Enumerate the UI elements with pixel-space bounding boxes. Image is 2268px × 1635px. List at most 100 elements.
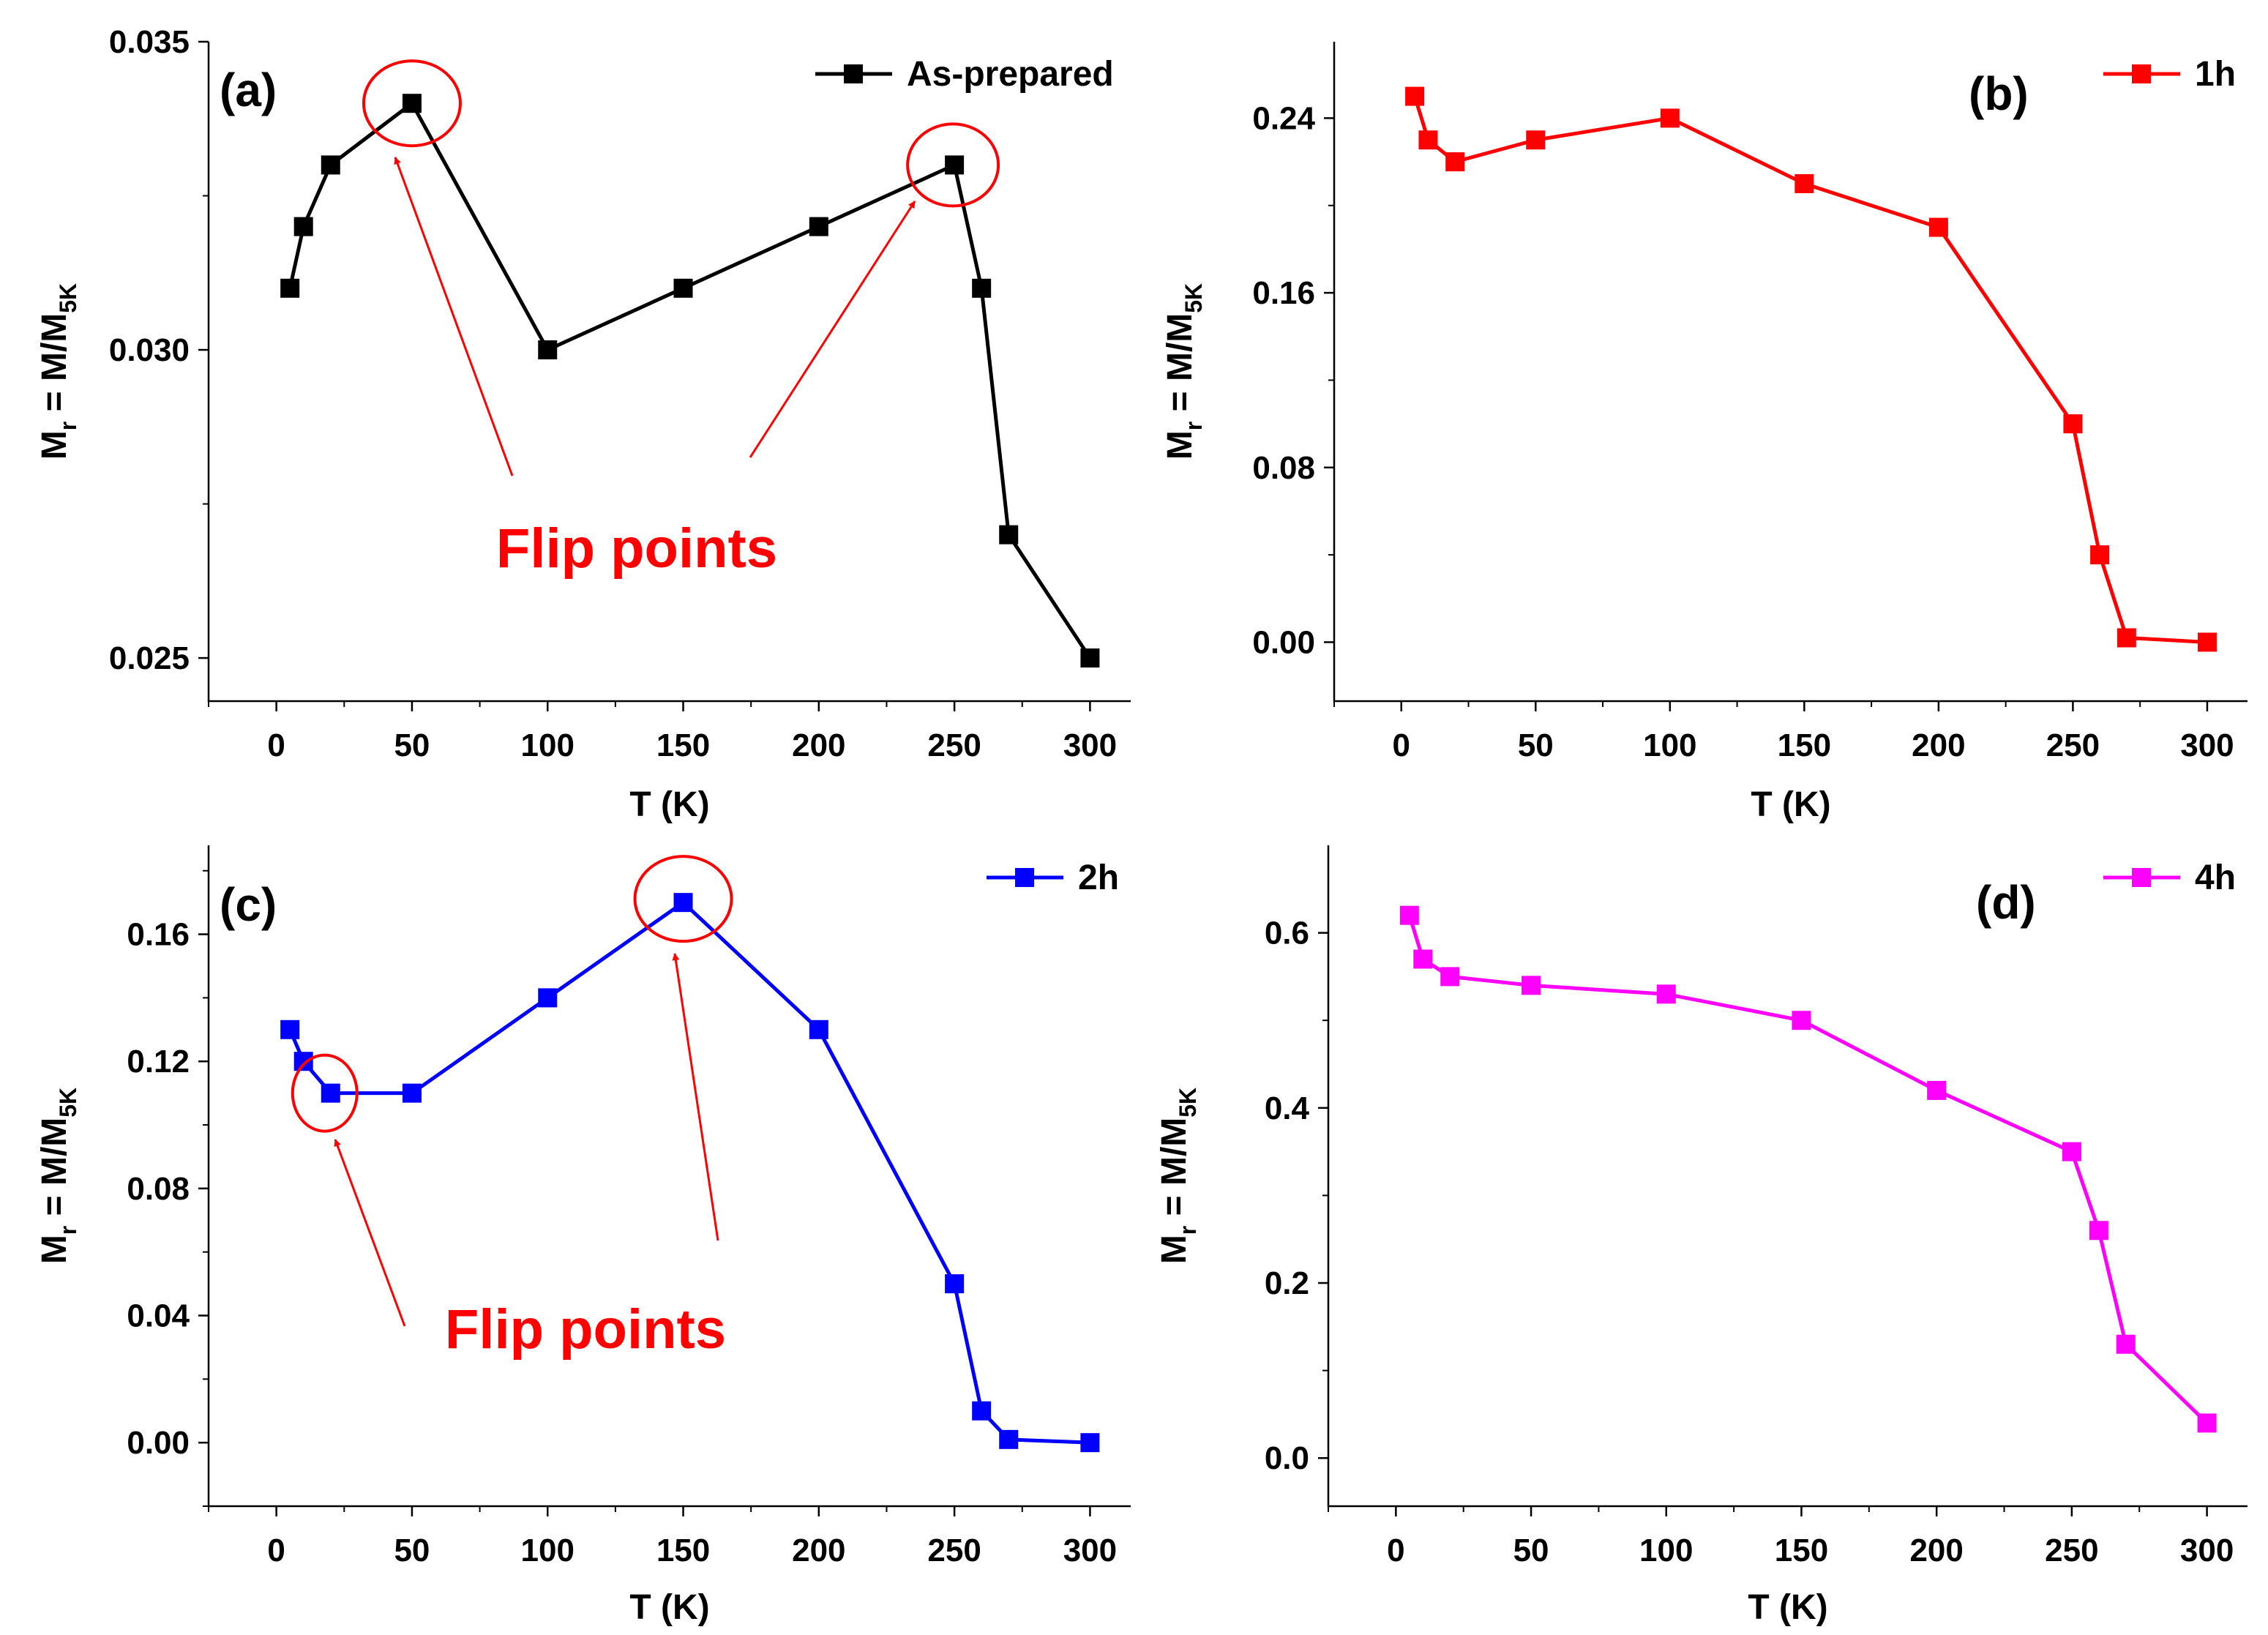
y-tick-label: 0.24 — [1252, 100, 1315, 136]
x-tick-label: 250 — [927, 727, 981, 763]
x-tick-label: 300 — [2180, 1533, 2234, 1568]
data-point — [1526, 130, 1546, 150]
x-tick-label: 50 — [394, 727, 430, 763]
y-tick-label: 0.16 — [1252, 275, 1315, 311]
flip-point-circle — [906, 122, 1000, 208]
y-axis-label: Mr = M/M5K — [35, 283, 81, 460]
panel-label: (d) — [1976, 876, 2036, 929]
x-tick-label: 300 — [1063, 727, 1117, 763]
data-point — [1792, 1011, 1811, 1030]
data-point — [280, 278, 300, 298]
data-point — [2090, 545, 2110, 565]
x-tick-label: 150 — [1775, 1533, 1828, 1568]
panel-label: (b) — [1969, 67, 2029, 120]
x-tick-label: 250 — [927, 1533, 981, 1568]
flip-point-arrow — [672, 953, 719, 1241]
x-tick-label: 250 — [2046, 727, 2100, 763]
data-point — [321, 155, 340, 175]
legend-marker — [2132, 868, 2151, 887]
data-point — [1928, 217, 1948, 237]
data-point — [673, 893, 693, 913]
x-tick-label: 200 — [792, 1533, 845, 1568]
x-tick-label: 100 — [521, 727, 575, 763]
data-point — [673, 278, 693, 298]
data-point — [2063, 414, 2083, 434]
x-tick-label: 50 — [1513, 1533, 1549, 1568]
data-point — [402, 94, 422, 113]
x-tick-label: 100 — [1639, 1533, 1693, 1568]
data-point — [1080, 648, 1100, 668]
x-tick-label: 150 — [656, 727, 710, 763]
axis-lines — [207, 845, 1131, 1508]
x-axis-label: T (K) — [629, 1588, 709, 1627]
data-point — [1656, 984, 1676, 1004]
y-axis-label: Mr = M/M5K — [1155, 1088, 1201, 1264]
axis-lines — [1333, 42, 2248, 703]
x-tick-label: 100 — [521, 1533, 575, 1568]
x-tick-label: 0 — [267, 727, 285, 763]
data-point — [280, 1019, 300, 1039]
x-tick-label: 50 — [394, 1533, 430, 1568]
y-tick-label: 0.030 — [109, 332, 190, 368]
y-tick-label: 0.035 — [109, 24, 190, 60]
y-tick-label: 0.04 — [127, 1298, 190, 1334]
flip-point-circle — [633, 855, 733, 943]
legend-marker — [1015, 868, 1034, 887]
flip-points-label: Flip points — [445, 1298, 726, 1361]
x-axis-label: T (K) — [1751, 785, 1830, 824]
chart-panel-2: 0 50 100 150 200 250 300 0.00 0.08 0.16 0.24 T (K) M… — [1161, 42, 2248, 824]
y-tick-label: 0.6 — [1265, 916, 1309, 951]
x-tick-label: 50 — [1518, 727, 1554, 763]
y-tick-label: 0.00 — [1252, 624, 1315, 660]
x-tick-label: 150 — [1778, 727, 1831, 763]
axis-lines — [1327, 845, 2248, 1508]
data-point — [2062, 1142, 2081, 1161]
chart-panel-3: 0 50 100 150 200 250 300 0.00 0.04 0.08 0.12 0.16 T … — [35, 845, 1131, 1627]
y-axis-label: Mr = M/M5K — [35, 1088, 81, 1264]
x-tick-label: 0 — [267, 1533, 285, 1568]
y-axis-label: Mr = M/M5K — [1161, 283, 1207, 460]
y-tick-label: 0.4 — [1265, 1090, 1310, 1126]
x-tick-label: 200 — [1912, 727, 1965, 763]
data-point — [1413, 949, 1433, 969]
legend-label: 4h — [2195, 858, 2236, 897]
data-point — [999, 1429, 1019, 1449]
flip-point-arrow — [749, 201, 916, 458]
legend-label: As-prepared — [907, 55, 1114, 94]
data-point — [2116, 1334, 2136, 1354]
panel-label: (c) — [220, 878, 277, 931]
data-point — [945, 1274, 965, 1294]
data-point — [1080, 1433, 1100, 1453]
flip-point-circle — [291, 1053, 359, 1133]
legend-marker — [844, 64, 863, 83]
series-line — [288, 900, 1090, 1445]
data-point — [538, 988, 558, 1008]
x-tick-label: 300 — [1063, 1533, 1117, 1568]
panel-label: (a) — [220, 64, 277, 116]
x-axis-label: T (K) — [1748, 1588, 1827, 1627]
y-tick-label: 0.2 — [1265, 1265, 1309, 1301]
x-tick-label: 200 — [792, 727, 845, 763]
data-point — [2089, 1221, 2108, 1241]
data-point — [1445, 152, 1465, 172]
data-point — [1522, 976, 1541, 995]
legend-label: 1h — [2195, 55, 2236, 94]
flip-point-arrow — [334, 1139, 406, 1327]
data-point — [402, 1083, 422, 1103]
data-point — [293, 1052, 313, 1071]
data-point — [2197, 1413, 2217, 1433]
y-tick-label: 0.08 — [127, 1171, 190, 1207]
data-point — [1927, 1080, 1947, 1100]
y-tick-label: 0.12 — [127, 1044, 190, 1080]
legend-label: 2h — [1078, 858, 1119, 897]
data-point — [2197, 632, 2217, 652]
chart-panel-4: 0 50 100 150 200 250 300 0.0 0.2 0.4 0.6 T (K) Mr = … — [1155, 845, 2248, 1627]
x-tick-label: 150 — [656, 1533, 710, 1568]
data-point — [809, 1019, 828, 1039]
y-tick-label: 0.0 — [1265, 1440, 1309, 1476]
chart-panel-1: 0 50 100 150 200 250 300 0.025 0.030 0.035 T (K) Mr… — [35, 24, 1131, 824]
x-tick-label: 100 — [1643, 727, 1696, 763]
legend-marker — [2132, 64, 2151, 83]
data-point — [972, 1401, 992, 1421]
